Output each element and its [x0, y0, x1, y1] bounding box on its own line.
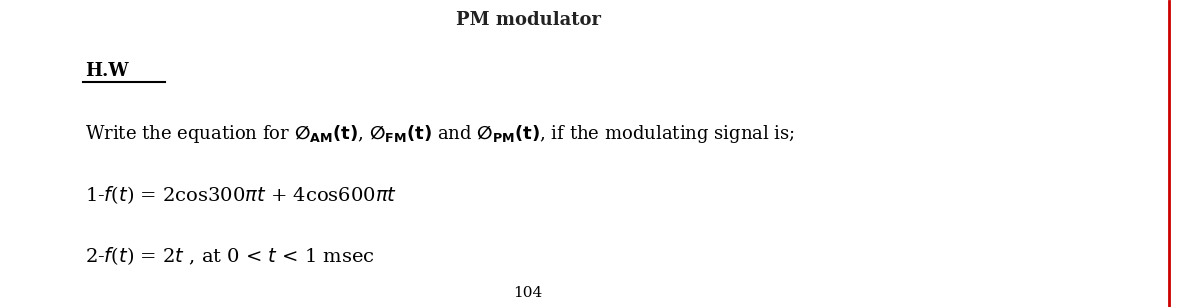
Text: Write the equation for $\mathbf{\emptyset}_{\mathbf{AM}}\mathbf{(t)}$, $\mathbf{: Write the equation for $\mathbf{\emptyse… [85, 123, 796, 145]
Text: H.W: H.W [85, 62, 128, 80]
Text: 1-$\mathit{f}$($\mathit{t}$) = 2cos300$\pi$$\mathit{t}$ + 4cos600$\pi$$\mathit{t: 1-$\mathit{f}$($\mathit{t}$) = 2cos300$\… [85, 184, 397, 206]
Text: 104: 104 [514, 286, 542, 300]
Text: PM modulator: PM modulator [456, 10, 601, 29]
Text: 2-$\mathit{f}$($\mathit{t}$) = 2$\mathit{t}$ , at 0 < $\mathit{t}$ < 1 msec: 2-$\mathit{f}$($\mathit{t}$) = 2$\mathit… [85, 245, 376, 266]
